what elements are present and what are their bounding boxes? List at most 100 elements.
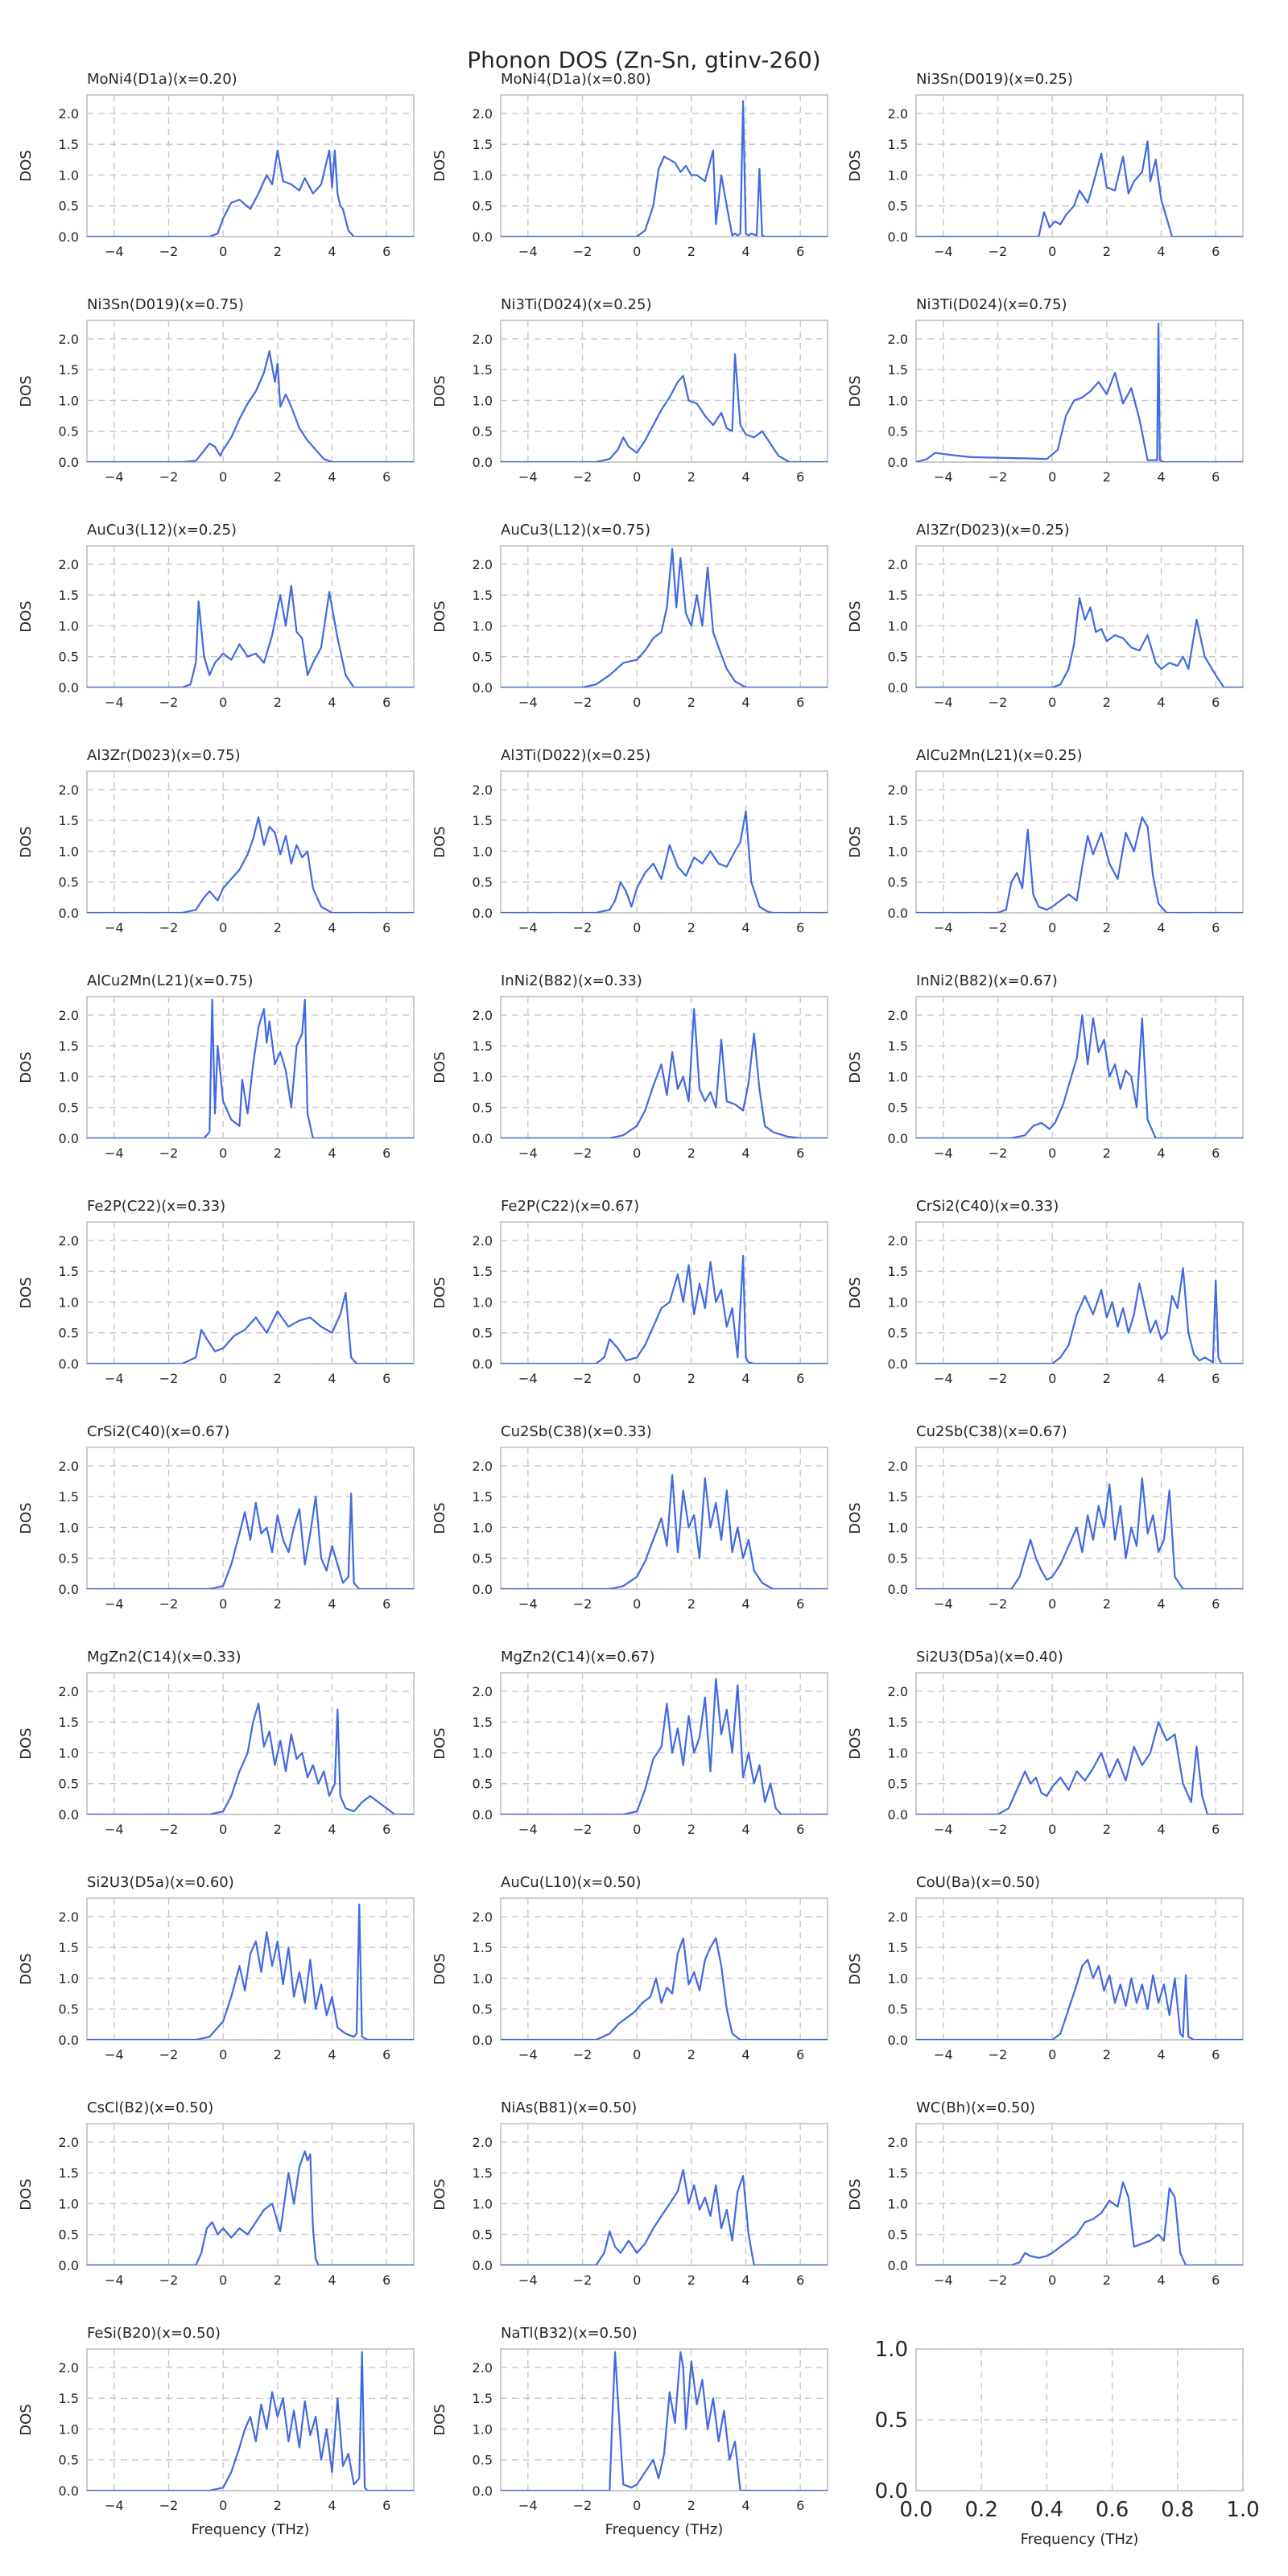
panel-title: CrSi2(C40)(x=0.67) [87, 1423, 229, 1440]
y-tick-label: 0.0 [888, 680, 908, 696]
y-tick-label: 0.0 [888, 1131, 908, 1146]
x-tick-label: 4 [1157, 1146, 1165, 1161]
y-tick-label: 0.5 [59, 1100, 79, 1116]
y-tick-label: 1.5 [59, 2391, 79, 2406]
y-tick-label: 0.0 [888, 2258, 908, 2273]
plot-area [915, 2123, 1244, 2266]
plot-area [500, 1447, 828, 1590]
x-tick-label: −4 [518, 244, 538, 259]
dos-panel: Fe2P(C22)(x=0.67) −4 −2 0 2 4 6 0.0 0.5 1.0 1.5 2.0… [431, 1198, 828, 1386]
y-tick-label: 1.0 [473, 393, 493, 408]
dos-series-line [501, 2351, 828, 2491]
x-tick-label: 0 [1048, 2047, 1056, 2062]
y-tick-label: 0.0 [473, 2258, 493, 2273]
x-tick-label: −2 [159, 244, 179, 259]
y-tick-label: 0.5 [473, 1777, 493, 1792]
x-tick-label: 6 [796, 2498, 804, 2513]
y-tick-label: 1.0 [59, 844, 79, 859]
plot-area [915, 770, 1244, 914]
y-tick-label: 2.0 [888, 2135, 908, 2150]
x-tick-label: 6 [382, 2498, 390, 2513]
y-tick-label: 0.5 [888, 1777, 908, 1792]
x-tick-label: 4 [1157, 920, 1165, 935]
x-tick-label: 2 [687, 469, 696, 485]
x-tick-label: −4 [518, 1822, 538, 1837]
x-tick-label: −2 [159, 920, 179, 935]
y-axis-label: DOS [847, 1051, 864, 1083]
y-tick-label: 2.0 [59, 1008, 79, 1023]
y-axis-label: DOS [18, 601, 35, 632]
x-tick-label: −4 [105, 2498, 124, 2513]
dos-series-line [916, 2181, 1243, 2265]
y-tick-label: 0.0 [59, 2258, 79, 2273]
plot-area [500, 2123, 828, 2266]
y-tick-label: 2.0 [888, 1233, 908, 1249]
dos-series-line [916, 1013, 1243, 1138]
x-tick-label: 4 [1157, 469, 1165, 485]
y-tick-label: 1.5 [473, 1940, 493, 1955]
x-tick-label: 6 [382, 1822, 390, 1837]
x-tick-label: 0.4 [1030, 2498, 1063, 2522]
y-tick-label: 0.0 [888, 906, 908, 921]
y-tick-label: 0.5 [888, 1100, 908, 1116]
plot-area [86, 545, 415, 688]
x-tick-label: −2 [159, 1371, 179, 1386]
x-tick-label: −2 [989, 469, 1008, 485]
y-tick-label: 0.0 [473, 229, 493, 245]
x-tick-label: 0 [1048, 2273, 1056, 2288]
y-axis-label: DOS [18, 1953, 35, 1984]
panel-title: AuCu(L10)(x=0.50) [501, 1874, 642, 1891]
dos-series-line [87, 816, 414, 913]
y-tick-label: 1.5 [59, 1940, 79, 1955]
dos-series-line [501, 100, 828, 237]
panel-title: NaTl(B32)(x=0.50) [501, 2325, 638, 2342]
y-tick-label: 1.5 [888, 588, 908, 603]
panel-title: Ni3Ti(D024)(x=0.25) [501, 296, 651, 313]
y-tick-label: 2.0 [473, 106, 493, 122]
y-tick-label: 2.0 [59, 2135, 79, 2150]
panel-title: FeSi(B20)(x=0.50) [87, 2325, 221, 2342]
x-tick-label: 0 [219, 469, 227, 485]
y-axis-label: DOS [18, 826, 35, 857]
y-axis-label: DOS [847, 375, 864, 407]
x-tick-label: −2 [989, 1371, 1008, 1386]
y-tick-label: 1.0 [473, 618, 493, 634]
plot-area [500, 94, 828, 237]
x-tick-label: 2 [274, 244, 282, 259]
y-tick-label: 0.0 [59, 680, 79, 696]
x-tick-label: 2 [687, 2273, 696, 2288]
dos-panel: AlCu2Mn(L21)(x=0.75) −4 −2 0 2 4 6 0.0 0.5 1.0 1.5… [18, 972, 415, 1161]
x-tick-label: 4 [328, 469, 336, 485]
y-axis-label: DOS [431, 1277, 448, 1308]
x-tick-label: −4 [934, 1822, 953, 1837]
x-axis-label: Frequency (THz) [605, 2521, 724, 2538]
x-tick-label: 0 [633, 695, 641, 710]
dos-series-line [916, 1959, 1243, 2040]
x-tick-label: −4 [105, 469, 124, 485]
plot-area [915, 1672, 1244, 1815]
y-tick-label: 2.0 [59, 1684, 79, 1699]
dos-series-line [87, 1903, 414, 2040]
y-tick-label: 1.5 [473, 1715, 493, 1730]
x-tick-label: 4 [741, 2273, 749, 2288]
x-tick-label: 2 [1103, 695, 1111, 710]
y-tick-label: 2.0 [473, 2360, 493, 2376]
panel-title: Al3Zr(D023)(x=0.25) [916, 522, 1070, 539]
panel-title: CoU(Ba)(x=0.50) [916, 1874, 1040, 1891]
panel-title: MgZn2(C14)(x=0.33) [87, 1649, 242, 1666]
y-tick-label: 0.5 [59, 2453, 79, 2468]
x-tick-label: −4 [105, 244, 124, 259]
x-tick-label: 2 [1103, 1822, 1111, 1837]
x-tick-label: 6 [1212, 1596, 1220, 1612]
y-tick-label: 0.5 [59, 199, 79, 214]
y-tick-label: 0.0 [59, 2033, 79, 2048]
dos-panel: Al3Ti(D022)(x=0.25) −4 −2 0 2 4 6 0.0 0.5 1.0 1.5 2… [431, 747, 828, 935]
x-tick-label: 4 [328, 2273, 336, 2288]
y-tick-label: 0.5 [59, 2002, 79, 2017]
y-tick-label: 0.0 [59, 1356, 79, 1372]
dos-series-line [501, 1678, 828, 1814]
x-tick-label: 4 [1157, 2047, 1165, 2062]
x-tick-label: 2 [687, 1596, 696, 1612]
x-tick-label: 0 [1048, 1146, 1056, 1161]
x-tick-label: −4 [934, 244, 953, 259]
